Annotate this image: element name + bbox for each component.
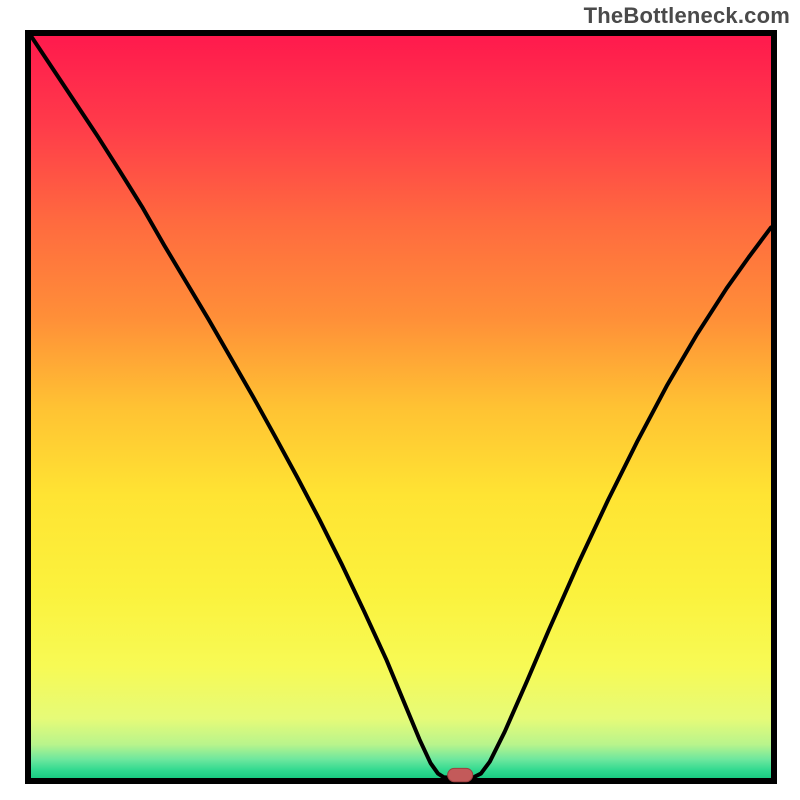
plot-background (31, 36, 771, 778)
plot-svg (0, 0, 800, 800)
stage: TheBottleneck.com (0, 0, 800, 800)
optimum-marker (448, 768, 473, 781)
